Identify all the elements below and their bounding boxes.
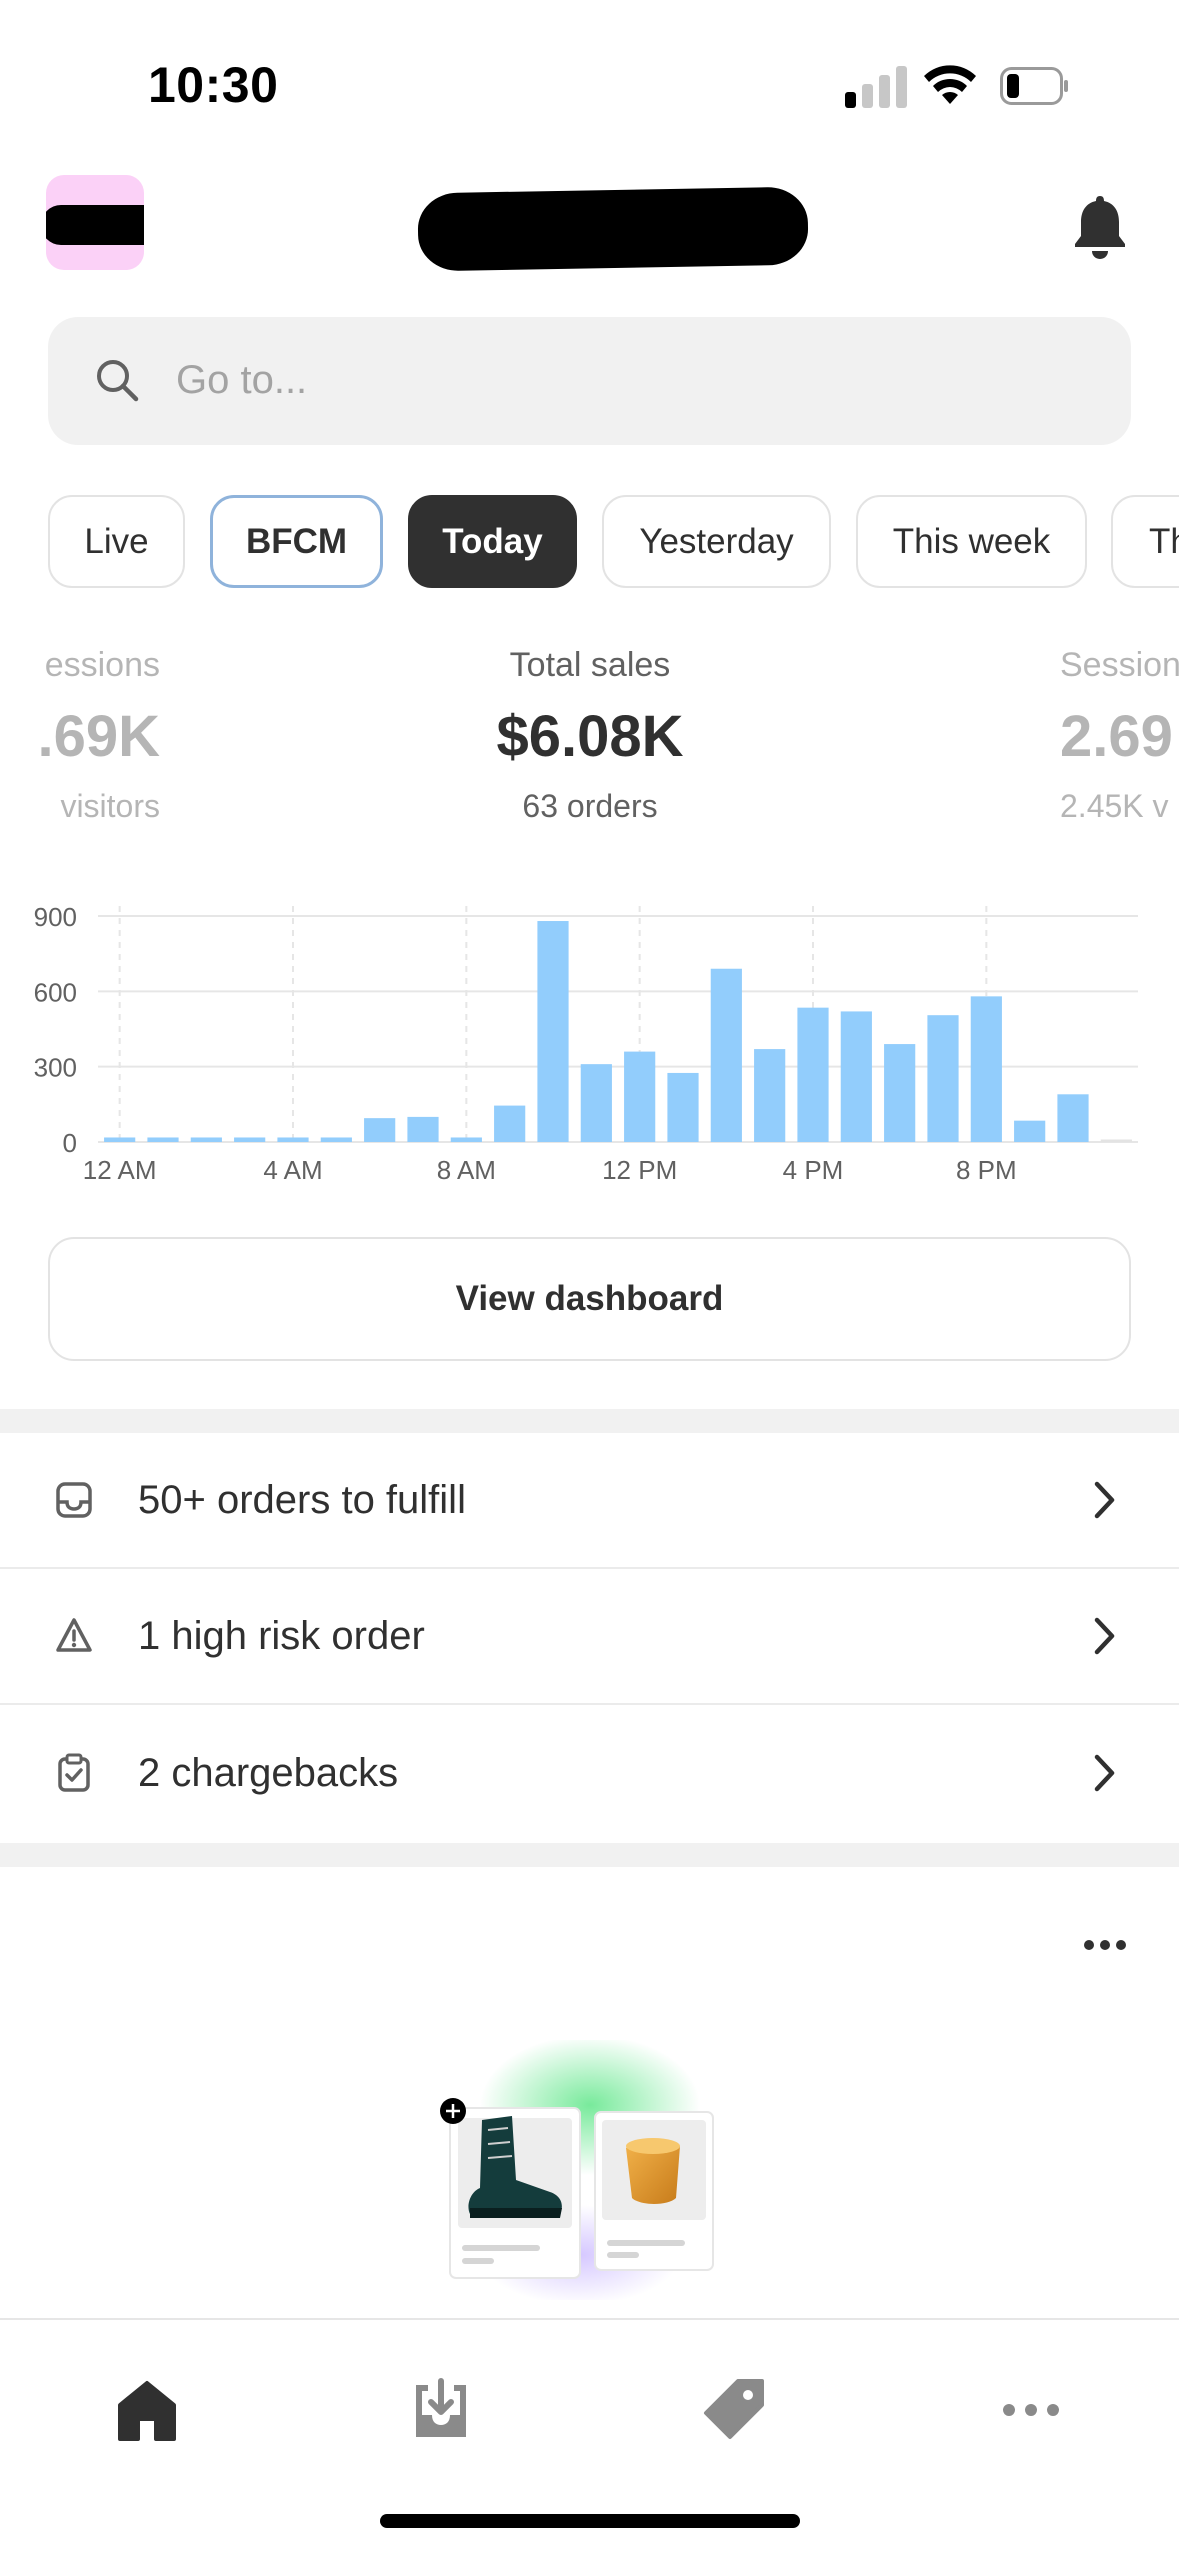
x-tick-label: 8 PM <box>956 1155 1017 1185</box>
metric-label: Total sales <box>509 646 671 684</box>
chip-today[interactable]: Today <box>408 495 577 588</box>
chevron-right-icon <box>1094 1617 1115 1655</box>
wifi-icon <box>924 65 976 104</box>
chart-bar <box>840 1011 872 1142</box>
chart-bar <box>494 1105 526 1142</box>
section-divider <box>0 1843 1179 1867</box>
x-tick-label: 12 AM <box>83 1155 157 1185</box>
metric-sessions-right[interactable]: Session 2.69 2.45K v <box>1060 646 1179 825</box>
metric-value: 2.69 <box>1060 704 1173 769</box>
chart-bar <box>1057 1094 1089 1142</box>
chart-bar <box>104 1137 136 1142</box>
metric-label: essions <box>44 646 160 684</box>
chip-live[interactable]: Live <box>48 495 185 588</box>
orders-icon[interactable] <box>406 2375 476 2445</box>
metric-sub: 2.45K v <box>1060 788 1169 824</box>
notification-bell-icon[interactable] <box>1072 194 1128 260</box>
task-label: 50+ orders to fulfill <box>138 1477 466 1522</box>
chart-bar <box>624 1051 656 1142</box>
y-tick-label: 900 <box>34 902 77 932</box>
chip-this-week[interactable]: This week <box>856 495 1087 588</box>
x-tick-label: 4 PM <box>783 1155 844 1185</box>
metric-sessions-left[interactable]: essions .69K visitors <box>0 646 160 825</box>
task-chargebacks[interactable]: 2 chargebacks <box>0 1705 1179 1841</box>
chip-bfcm[interactable]: BFCM <box>210 495 383 588</box>
task-high-risk-order[interactable]: 1 high risk order <box>0 1569 1179 1705</box>
y-tick-label: 600 <box>34 977 77 1007</box>
metric-value: $6.08K <box>496 704 684 769</box>
more-icon[interactable] <box>996 2375 1066 2445</box>
chart-bar <box>234 1137 266 1142</box>
date-range-selector: Live BFCM Today Yesterday This week Th <box>0 495 1179 590</box>
chart-bar <box>1014 1120 1046 1142</box>
more-options-icon[interactable] <box>1082 1935 1128 1955</box>
clipboard-check-icon <box>58 1753 90 1792</box>
chart-bar <box>754 1049 786 1142</box>
metric-sub: visitors <box>60 788 160 824</box>
chevron-right-icon <box>1094 1481 1115 1519</box>
chart-bar <box>407 1116 439 1142</box>
status-time: 10:30 <box>148 57 279 113</box>
chart-bar <box>537 921 569 1142</box>
chart-bar <box>927 1015 959 1142</box>
chart-bar <box>710 968 742 1142</box>
sales-bar-chart: 900 600 300 012 AM 4 AM 8 AM 12 PM 4 PM 8 PM <box>34 902 1138 1185</box>
chart-bar <box>797 1007 829 1142</box>
chip-partial[interactable]: Th <box>1111 495 1179 588</box>
products-tag-icon[interactable] <box>700 2375 770 2445</box>
metric-label: Session <box>1060 646 1179 684</box>
view-dashboard-button[interactable]: View dashboard <box>48 1237 1131 1361</box>
chart-bar <box>277 1137 309 1142</box>
store-name-redacted <box>417 186 809 272</box>
section-divider <box>0 1409 1179 1433</box>
product-illustration <box>440 2040 714 2300</box>
metric-value: .69K <box>37 704 160 769</box>
battery-icon <box>1000 67 1068 105</box>
home-icon[interactable] <box>112 2375 182 2445</box>
chart-bar <box>884 1044 916 1142</box>
chart-bar <box>580 1064 612 1142</box>
chart-bar <box>190 1137 222 1142</box>
cellular-signal-icon <box>845 66 907 108</box>
chevron-right-icon <box>1094 1754 1115 1792</box>
chart-bar <box>320 1137 352 1142</box>
status-bar: 10:30 <box>0 0 1179 160</box>
chart-bar <box>970 996 1002 1142</box>
chart-bar <box>667 1072 699 1142</box>
inbox-icon <box>56 1482 92 1518</box>
task-label: 2 chargebacks <box>138 1750 399 1795</box>
chart-bar <box>450 1137 482 1142</box>
task-orders-to-fulfill[interactable]: 50+ orders to fulfill <box>0 1433 1179 1569</box>
home-indicator <box>380 2514 800 2528</box>
alert-triangle-icon <box>56 1618 92 1652</box>
metric-sub: 63 orders <box>522 788 658 824</box>
chart-bar <box>364 1118 396 1142</box>
x-tick-label: 4 AM <box>263 1155 322 1185</box>
y-tick-label: 300 <box>34 1053 77 1083</box>
search-icon <box>97 360 139 402</box>
chart-bar <box>1100 1139 1132 1142</box>
chip-yesterday[interactable]: Yesterday <box>602 495 831 588</box>
store-avatar[interactable] <box>46 175 144 270</box>
y-tick-label: 0 <box>63 1128 77 1158</box>
x-tick-label: 8 AM <box>437 1155 496 1185</box>
task-label: 1 high risk order <box>138 1613 425 1658</box>
chart-bar <box>147 1137 179 1142</box>
search-input[interactable] <box>176 350 876 410</box>
metric-total-sales[interactable]: Total sales $6.08K 63 orders <box>390 646 790 825</box>
x-tick-label: 12 PM <box>602 1155 677 1185</box>
redaction-mark <box>46 205 144 245</box>
